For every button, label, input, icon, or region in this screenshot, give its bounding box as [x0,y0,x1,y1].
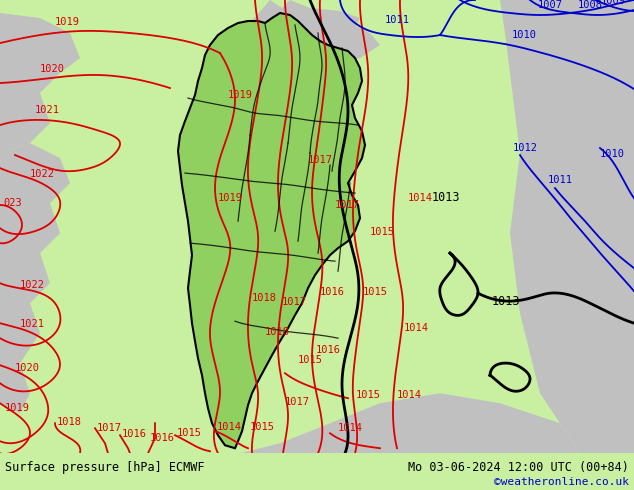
Text: 1015: 1015 [298,355,323,365]
Text: 1010: 1010 [600,149,625,159]
Text: 1009: 1009 [601,0,626,6]
Polygon shape [500,0,634,453]
Text: 1011: 1011 [548,175,573,185]
Text: 1015: 1015 [370,227,395,237]
Text: 1014: 1014 [338,423,363,433]
Text: 1015: 1015 [363,287,388,297]
Text: 1022: 1022 [30,169,55,179]
Text: ©weatheronline.co.uk: ©weatheronline.co.uk [494,477,629,487]
Text: 1015: 1015 [356,390,381,400]
Polygon shape [0,143,70,413]
Text: 1022: 1022 [20,280,45,290]
Text: Surface pressure [hPa] ECMWF: Surface pressure [hPa] ECMWF [5,461,205,474]
Text: 1018: 1018 [265,327,290,337]
Text: 1020: 1020 [40,64,65,74]
Text: 1020: 1020 [15,363,40,373]
Text: 1019: 1019 [55,17,80,27]
Text: 1007: 1007 [538,0,563,10]
Text: 1013: 1013 [492,295,521,308]
Text: 1018: 1018 [252,293,277,303]
Text: 1017: 1017 [285,397,310,407]
Text: 1017: 1017 [335,200,360,210]
Text: 1019: 1019 [228,90,253,100]
Polygon shape [280,0,360,28]
Text: 1014: 1014 [397,390,422,400]
Polygon shape [200,393,634,453]
Text: 1019: 1019 [5,403,30,413]
Text: 1017: 1017 [282,297,307,307]
Text: 1008: 1008 [578,0,603,10]
Text: 1013: 1013 [432,191,460,204]
Text: 1021: 1021 [35,105,60,115]
Polygon shape [250,0,380,63]
Text: 1016: 1016 [150,433,175,443]
Text: Mo 03-06-2024 12:00 UTC (00+84): Mo 03-06-2024 12:00 UTC (00+84) [408,461,629,474]
Text: 1014: 1014 [408,193,433,203]
Text: 1014: 1014 [217,422,242,432]
Text: 1017: 1017 [308,155,333,165]
Polygon shape [178,13,365,448]
Polygon shape [0,0,80,153]
Text: 023: 023 [3,198,22,208]
Text: 1019: 1019 [218,193,243,203]
Text: 1016: 1016 [316,345,341,355]
Text: 1018: 1018 [57,417,82,427]
Text: 1016: 1016 [320,287,345,297]
Text: 1017: 1017 [97,423,122,433]
Text: 1012: 1012 [513,143,538,153]
Text: 1015: 1015 [177,428,202,438]
Text: 1016: 1016 [122,429,147,439]
Text: 1010: 1010 [512,30,537,40]
Text: 1015: 1015 [250,422,275,432]
Text: 1011: 1011 [385,15,410,25]
Text: 1021: 1021 [20,319,45,329]
Text: 1014: 1014 [404,323,429,333]
